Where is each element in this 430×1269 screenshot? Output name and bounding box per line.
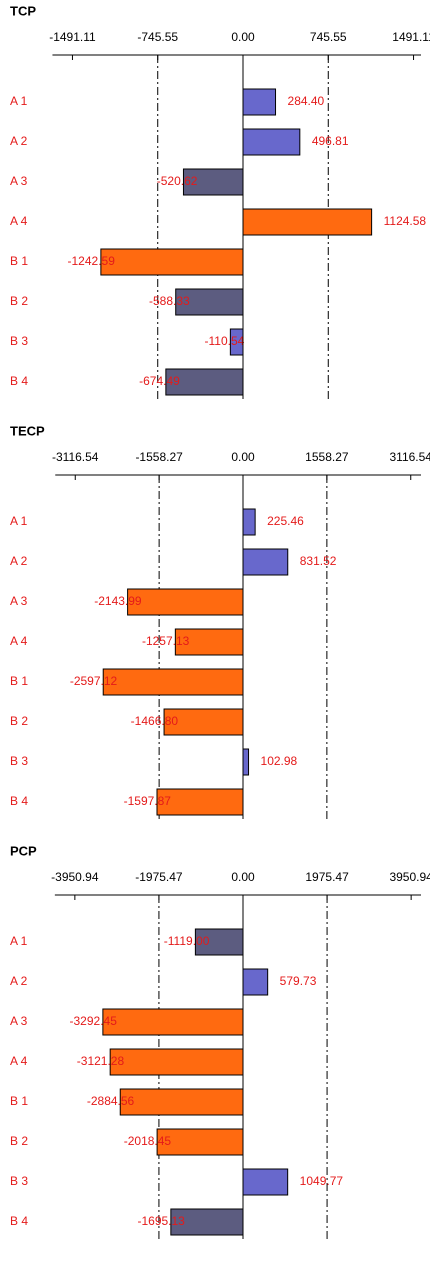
- value-label: -2143.99: [94, 594, 142, 608]
- bar: [242, 748, 250, 776]
- value-label: -1242.59: [68, 254, 116, 268]
- bar: [156, 1128, 244, 1156]
- x-tick-label: 0.00: [231, 870, 255, 884]
- x-tick-label: -3116.54: [52, 450, 99, 464]
- bar: [163, 708, 244, 736]
- value-label: 225.46: [267, 514, 304, 528]
- category-label: B 3: [10, 1174, 28, 1188]
- x-tick-label: 1975.47: [305, 870, 349, 884]
- bar: [242, 88, 277, 116]
- value-label: -674.49: [139, 374, 180, 388]
- value-label: 579.73: [280, 974, 317, 988]
- x-tick-label: -1491.11: [49, 30, 96, 44]
- category-label: B 2: [10, 294, 28, 308]
- chart-title: TECP: [10, 423, 45, 438]
- bar: [242, 548, 289, 576]
- category-label: B 2: [10, 1134, 28, 1148]
- bar: [100, 248, 244, 276]
- bar: [242, 1168, 289, 1196]
- value-label: 1049.77: [300, 1174, 344, 1188]
- bar: [119, 1088, 244, 1116]
- x-tick-label: 3116.54: [389, 450, 430, 464]
- category-label: B 2: [10, 714, 28, 728]
- x-tick-label: -1975.47: [135, 870, 183, 884]
- category-label: A 2: [10, 974, 28, 988]
- bar: [242, 208, 373, 236]
- x-tick-label: 745.55: [310, 30, 347, 44]
- chart-title: PCP: [10, 843, 37, 858]
- category-label: A 1: [10, 934, 28, 948]
- category-label: A 3: [10, 594, 28, 608]
- x-tick-label: 1558.27: [305, 450, 349, 464]
- x-tick-label: -1558.27: [135, 450, 183, 464]
- value-label: 102.98: [261, 754, 298, 768]
- value-label: -1695.13: [137, 1214, 185, 1228]
- category-label: B 1: [10, 1094, 28, 1108]
- bar: [174, 628, 244, 656]
- value-label: -588.33: [149, 294, 190, 308]
- category-label: B 1: [10, 674, 28, 688]
- value-label: -110.54: [205, 334, 245, 348]
- value-label: 1124.58: [384, 214, 427, 228]
- value-label: -2597.12: [70, 674, 118, 688]
- category-label: B 4: [10, 1214, 28, 1228]
- category-label: B 1: [10, 254, 28, 268]
- category-label: A 4: [10, 634, 28, 648]
- value-label: -1119.00: [164, 934, 210, 948]
- category-label: A 4: [10, 1054, 28, 1068]
- category-label: A 1: [10, 514, 28, 528]
- bar: [127, 588, 244, 616]
- bar: [102, 668, 244, 696]
- category-label: B 4: [10, 794, 28, 808]
- bar: [156, 788, 244, 816]
- value-label: 496.81: [312, 134, 349, 148]
- x-tick-label: 0.00: [231, 450, 255, 464]
- chart-title: TCP: [10, 3, 36, 18]
- value-label: -3292.45: [70, 1014, 118, 1028]
- category-label: A 3: [10, 1014, 28, 1028]
- category-label: A 4: [10, 214, 28, 228]
- x-tick-label: -3950.94: [51, 870, 99, 884]
- value-label: 284.40: [288, 94, 325, 108]
- x-tick-label: -745.55: [137, 30, 178, 44]
- bar: [194, 928, 244, 956]
- category-label: A 1: [10, 94, 28, 108]
- bar: [242, 508, 256, 536]
- value-label: -1257.13: [142, 634, 190, 648]
- category-label: B 3: [10, 334, 28, 348]
- value-label: -1466.80: [131, 714, 179, 728]
- value-label: 831.52: [300, 554, 337, 568]
- bar: [242, 968, 269, 996]
- value-label: -2884.56: [87, 1094, 135, 1108]
- category-label: A 3: [10, 174, 28, 188]
- category-label: B 3: [10, 754, 28, 768]
- value-label: -520.62: [157, 174, 198, 188]
- bar: [175, 288, 244, 316]
- bar: [102, 1008, 244, 1036]
- value-label: -3121.28: [77, 1054, 125, 1068]
- category-label: A 2: [10, 134, 28, 148]
- x-tick-label: 0.00: [231, 30, 255, 44]
- x-tick-label: 1491.11: [392, 30, 430, 44]
- category-label: B 4: [10, 374, 28, 388]
- category-label: A 2: [10, 554, 28, 568]
- bar: [109, 1048, 244, 1076]
- x-tick-label: 3950.94: [389, 870, 430, 884]
- value-label: -1597.87: [124, 794, 172, 808]
- value-label: -2018.45: [124, 1134, 172, 1148]
- bar: [242, 128, 301, 156]
